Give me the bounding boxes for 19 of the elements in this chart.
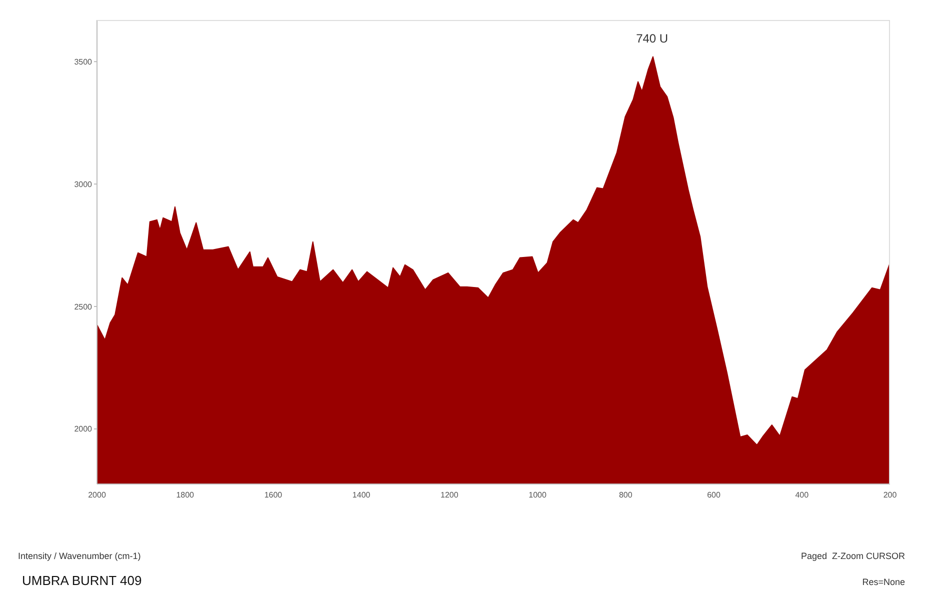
x-tick-label: 1200 bbox=[440, 490, 459, 500]
x-tick-label: 400 bbox=[795, 490, 810, 500]
x-tick-label: 600 bbox=[707, 490, 721, 500]
x-tick-label: 1600 bbox=[264, 490, 283, 500]
x-tick-label: 1800 bbox=[176, 490, 195, 500]
x-tick-label: 200 bbox=[883, 490, 898, 500]
y-tick-label: 3500 bbox=[74, 57, 93, 66]
text: Intensity / Wavenumber (cm-1) bbox=[18, 551, 141, 561]
x-tick-label: 1400 bbox=[352, 490, 371, 500]
y-tick-label: 2000 bbox=[74, 424, 93, 434]
text: Res=None bbox=[862, 577, 905, 587]
x-tick-label: 1000 bbox=[528, 490, 548, 500]
x-tick-label: 2000 bbox=[88, 490, 106, 500]
y-tick-label: 2500 bbox=[74, 302, 93, 312]
annotation: 740 U bbox=[636, 32, 668, 46]
text: Paged Z-Zoom CURSOR bbox=[800, 551, 905, 561]
x-tick-label: 800 bbox=[618, 490, 633, 500]
text: UMBRA BURNT 409 bbox=[22, 573, 142, 588]
y-tick-label: 3000 bbox=[74, 180, 93, 189]
